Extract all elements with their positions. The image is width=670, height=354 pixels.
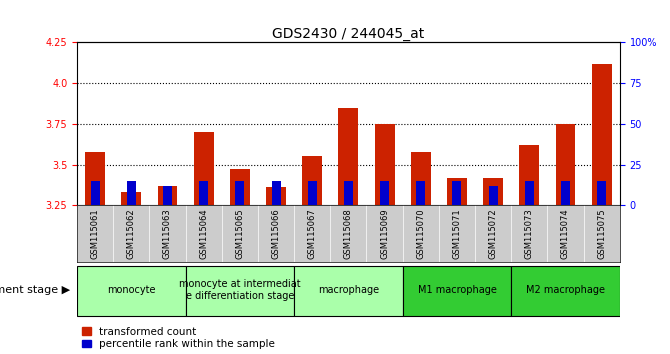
- Bar: [452, 181, 462, 205]
- Text: M1 macrophage: M1 macrophage: [417, 285, 496, 295]
- Bar: [230, 170, 250, 205]
- Bar: [302, 156, 322, 205]
- Bar: [338, 108, 358, 205]
- Text: GSM115062: GSM115062: [127, 208, 136, 259]
- Text: development stage ▶: development stage ▶: [0, 285, 70, 295]
- Text: GSM115061: GSM115061: [90, 208, 100, 259]
- Bar: [525, 181, 534, 205]
- Bar: [90, 181, 100, 205]
- Bar: [235, 181, 245, 205]
- Text: M2 macrophage: M2 macrophage: [526, 285, 605, 295]
- Bar: [194, 132, 214, 205]
- Text: GSM115068: GSM115068: [344, 208, 353, 259]
- Bar: [85, 152, 105, 205]
- Bar: [344, 181, 353, 205]
- Text: GSM115063: GSM115063: [163, 208, 172, 259]
- Text: GSM115069: GSM115069: [380, 208, 389, 259]
- Bar: [447, 178, 467, 205]
- Text: GSM115066: GSM115066: [271, 208, 281, 259]
- Bar: [121, 192, 141, 205]
- Bar: [555, 124, 576, 205]
- Title: GDS2430 / 244045_at: GDS2430 / 244045_at: [272, 28, 425, 41]
- Text: GSM115075: GSM115075: [597, 208, 606, 259]
- Bar: [163, 186, 172, 205]
- Bar: [127, 181, 136, 205]
- Legend: transformed count, percentile rank within the sample: transformed count, percentile rank withi…: [82, 327, 275, 349]
- Bar: [271, 181, 281, 205]
- Bar: [380, 181, 389, 205]
- Text: GSM115074: GSM115074: [561, 208, 570, 259]
- Bar: [416, 181, 425, 205]
- Text: GSM115064: GSM115064: [199, 208, 208, 259]
- Bar: [592, 64, 612, 205]
- Bar: [199, 181, 208, 205]
- Bar: [561, 181, 570, 205]
- Bar: [488, 186, 498, 205]
- Text: monocyte: monocyte: [107, 285, 155, 295]
- Text: GSM115067: GSM115067: [308, 208, 317, 259]
- Text: GSM115071: GSM115071: [452, 208, 462, 259]
- Text: GSM115073: GSM115073: [525, 208, 534, 259]
- FancyBboxPatch shape: [294, 266, 403, 316]
- Text: GSM115070: GSM115070: [416, 208, 425, 259]
- Bar: [483, 178, 503, 205]
- Bar: [411, 152, 431, 205]
- Text: monocyte at intermediat
e differentiation stage: monocyte at intermediat e differentiatio…: [179, 279, 301, 301]
- Bar: [597, 181, 606, 205]
- FancyBboxPatch shape: [403, 266, 511, 316]
- FancyBboxPatch shape: [511, 266, 620, 316]
- Bar: [157, 186, 178, 205]
- FancyBboxPatch shape: [77, 266, 186, 316]
- Text: GSM115065: GSM115065: [235, 208, 245, 259]
- Bar: [519, 145, 539, 205]
- FancyBboxPatch shape: [186, 266, 294, 316]
- Bar: [266, 187, 286, 205]
- Bar: [375, 124, 395, 205]
- Bar: [308, 181, 317, 205]
- Text: macrophage: macrophage: [318, 285, 379, 295]
- Text: GSM115072: GSM115072: [488, 208, 498, 259]
